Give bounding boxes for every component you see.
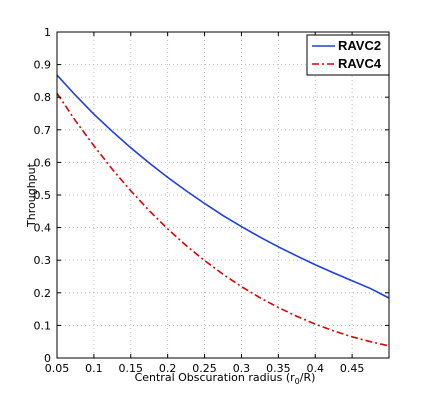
series-line-ravc4 — [56, 92, 390, 347]
y-tick-label: 0.1 — [34, 319, 52, 332]
x-tick-label: 0.2 — [159, 362, 177, 375]
legend-box — [306, 34, 390, 76]
x-tick-label: 0.25 — [192, 362, 217, 375]
x-tick-label: 0.05 — [45, 362, 70, 375]
y-tick-label: 0.8 — [34, 91, 52, 104]
x-tick-label: 0.45 — [340, 362, 365, 375]
y-tick-label: 0.2 — [34, 287, 52, 300]
y-tick-label: 0 — [44, 352, 51, 365]
series-layer — [56, 74, 390, 347]
legend-label-ravc2: RAVC2 — [338, 38, 381, 53]
y-tick-label: 0.5 — [34, 189, 52, 202]
x-tick-label: 0.15 — [119, 362, 144, 375]
x-axis-label: Central Obscuration radius (r0/R) — [135, 371, 316, 386]
y-tick-label: 1 — [44, 26, 51, 39]
y-tick-label: 0.6 — [34, 156, 52, 169]
tick-labels: 0.05 0.1 0.15 0.2 0.25 0.3 0.35 0.4 0.45 0 0.1 0.2 0… — [34, 26, 365, 375]
legend: RAVC2 RAVC4 — [306, 34, 390, 76]
x-tick-label: 0.1 — [85, 362, 103, 375]
y-axis-label: Throughput — [25, 162, 38, 228]
x-tick-label: 0.35 — [266, 362, 291, 375]
x-tick-label: 0.4 — [306, 362, 324, 375]
y-tick-label: 0.7 — [34, 124, 52, 137]
legend-label-ravc4: RAVC4 — [338, 56, 382, 71]
y-tick-label: 0.9 — [34, 59, 52, 72]
series-line-ravc2 — [56, 74, 390, 299]
x-tick-label: 0.3 — [233, 362, 251, 375]
y-tick-label: 0.3 — [34, 254, 52, 267]
y-tick-label: 0.4 — [34, 222, 52, 235]
